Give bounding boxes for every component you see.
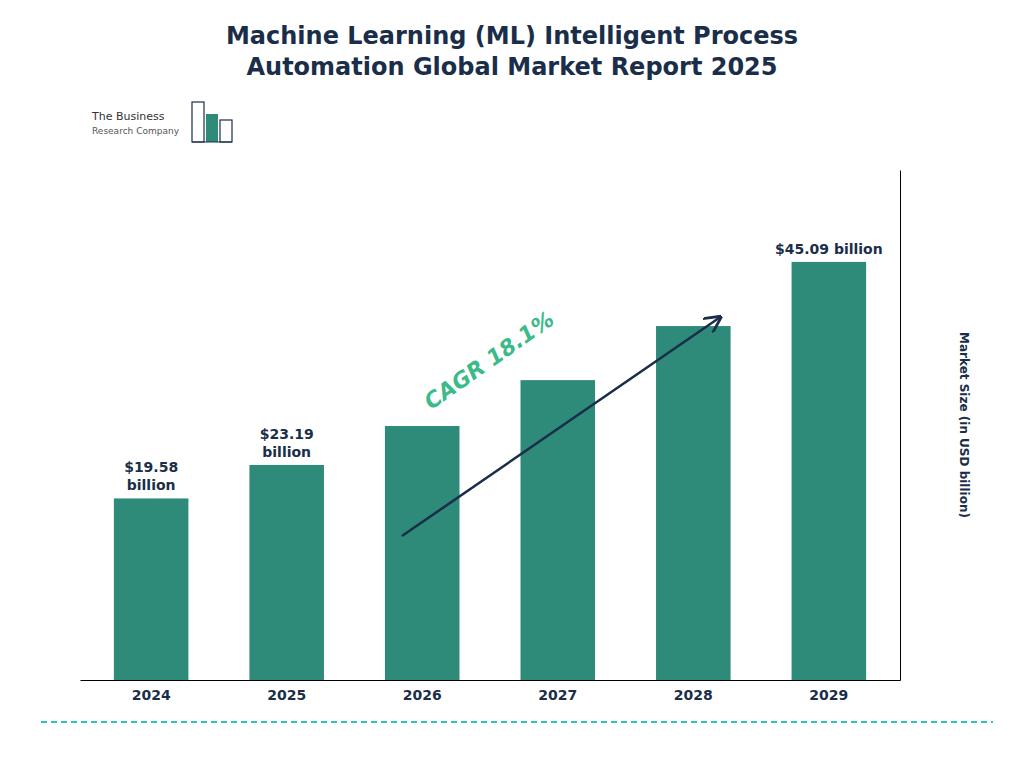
data-label: $23.19 billion bbox=[260, 426, 314, 460]
logo-icon-bar bbox=[220, 120, 232, 142]
footer-rule bbox=[41, 721, 993, 723]
x-tick-label: 2027 bbox=[538, 687, 577, 703]
x-tick: 2026 bbox=[403, 687, 442, 703]
y-axis-title: Market Size (in USD billion) bbox=[957, 332, 971, 518]
logo-icon-bar bbox=[192, 102, 204, 142]
data-labels: $19.58 billion $23.19 billion $45.09 billion bbox=[124, 241, 883, 494]
bar bbox=[656, 326, 731, 680]
x-tick-label: 2024 bbox=[132, 687, 171, 703]
bar bbox=[114, 498, 189, 680]
data-label-line: $19.58 bbox=[124, 459, 178, 475]
plot: 202420252026202720282029$19.58billion$23… bbox=[81, 171, 901, 703]
logo-text: Research Company bbox=[92, 126, 180, 136]
bar bbox=[792, 262, 867, 680]
x-axis-line bbox=[81, 680, 901, 681]
chart: Machine Learning (ML) Intelligent Proces… bbox=[0, 0, 1024, 768]
x-tick: 2028 bbox=[674, 687, 713, 703]
x-tick-label: 2026 bbox=[403, 687, 442, 703]
x-tick: 2025 bbox=[267, 687, 306, 703]
bars bbox=[114, 262, 866, 680]
data-label: $45.09 billion bbox=[775, 241, 883, 257]
x-tick-label: 2025 bbox=[267, 687, 306, 703]
data-label-line: $23.19 bbox=[260, 426, 314, 442]
data-label-line: billion bbox=[127, 477, 176, 493]
title-line: Automation Global Market Report 2025 bbox=[246, 53, 777, 81]
x-tick: 2027 bbox=[538, 687, 577, 703]
x-tick-label: 2028 bbox=[674, 687, 713, 703]
y-axis bbox=[900, 171, 901, 681]
bar bbox=[520, 380, 595, 680]
x-axis: 2024 2025 2026 2027 2028 2029 bbox=[81, 681, 901, 703]
x-tick: 2024 bbox=[132, 687, 171, 703]
logo-text: The Business bbox=[91, 110, 165, 123]
cagr-arrow bbox=[402, 317, 721, 536]
logo-icon-base bbox=[192, 141, 232, 142]
x-tick-label: 2029 bbox=[809, 687, 848, 703]
cagr-label: CAGR 18.1% bbox=[420, 307, 559, 415]
logo-icon bbox=[192, 102, 232, 142]
title-line: Machine Learning (ML) Intelligent Proces… bbox=[226, 22, 798, 50]
logo-icon-bar bbox=[206, 114, 218, 142]
data-label: $19.58 billion bbox=[124, 459, 178, 493]
x-tick: 2029 bbox=[809, 687, 848, 703]
title: Machine Learning (ML) Intelligent Proces… bbox=[226, 22, 798, 81]
bar bbox=[249, 465, 324, 680]
logo: The Business Research Company bbox=[91, 102, 232, 142]
y-axis-line bbox=[900, 171, 901, 681]
bar bbox=[385, 426, 460, 680]
data-label-line: billion bbox=[262, 444, 311, 460]
data-label-line: $45.09 billion bbox=[775, 241, 883, 257]
